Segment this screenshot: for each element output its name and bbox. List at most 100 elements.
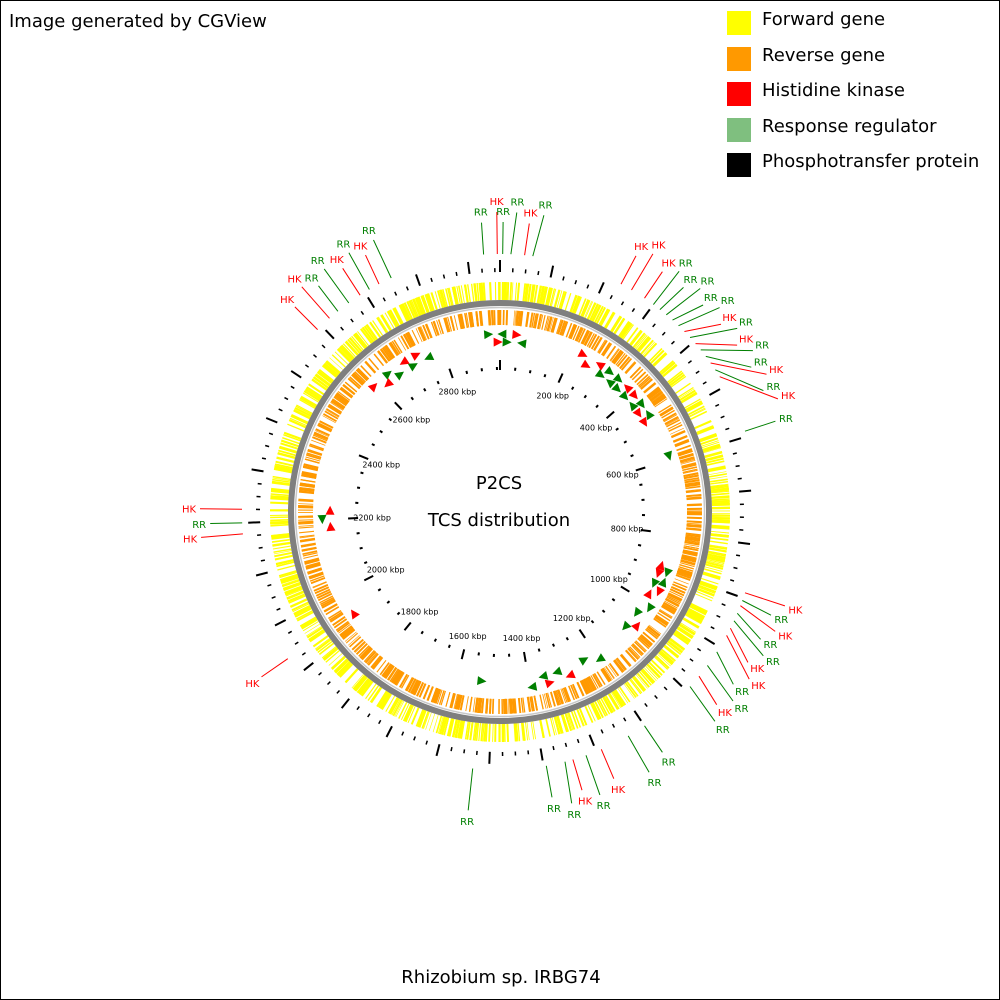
reverse-gene [609,348,619,361]
callout-line [678,307,720,327]
callout-line [742,600,772,616]
reverse-gene [603,667,613,680]
forward-gene [302,392,319,403]
forward-gene [664,644,680,657]
forward-gene [612,691,623,708]
forward-gene [696,427,715,435]
forward-gene [400,703,410,721]
reverse-gene [576,681,585,697]
tcs-gene-label: HK [578,797,593,808]
scale-tick [635,466,646,472]
outer-tick [735,464,740,468]
tcs-gene-label: RR [704,293,718,304]
forward-gene [509,282,512,301]
forward-gene [678,388,695,399]
callout-line [716,651,734,685]
reverse-gene [640,634,653,646]
reverse-gene [480,310,484,326]
reverse-gene [413,680,422,696]
forward-gene [705,563,724,570]
forward-gene [507,282,510,301]
forward-gene [617,688,629,704]
reverse-gene [602,343,613,357]
response-regulator-marker [664,567,673,578]
tcs-gene-label: HK [778,632,793,643]
forward-gene [684,398,701,409]
reverse-gene [416,682,425,697]
reverse-gene [587,676,596,691]
center-title: P2CS [476,473,522,494]
reverse-gene [507,698,510,714]
forward-gene [553,289,561,308]
response-regulator-marker [611,382,621,393]
forward-gene [675,382,691,394]
forward-gene [711,500,730,503]
reverse-gene [634,641,646,653]
forward-gene [324,362,339,376]
forward-gene [689,408,706,418]
forward-gene [394,307,404,324]
forward-gene [312,377,329,389]
reverse-gene [309,575,325,582]
outer-tick [725,427,730,431]
forward-gene [345,340,359,356]
reverse-gene [560,321,567,336]
forward-gene [587,302,596,320]
reverse-gene [403,333,413,348]
forward-gene [317,640,333,653]
reverse-gene [505,698,508,714]
reverse-gene [299,534,315,538]
forward-gene [618,686,631,703]
forward-gene [492,723,494,742]
reverse-gene [356,368,369,381]
forward-gene [706,460,725,466]
forward-gene [658,652,673,666]
forward-gene [584,300,593,318]
reverse-gene [456,694,462,710]
reverse-gene [331,398,346,409]
reverse-gene [432,688,440,704]
reverse-gene [680,559,696,564]
reverse-gene [317,592,333,602]
response-regulator-marker [606,379,616,389]
reverse-gene [485,698,488,714]
reverse-gene [681,555,697,560]
forward-gene [640,339,654,354]
forward-gene [708,471,727,476]
reverse-gene [676,444,691,451]
reverse-gene [557,689,565,705]
reverse-gene [648,388,662,400]
reverse-gene [477,697,482,713]
reverse-gene [547,316,553,332]
callout-line [744,420,776,432]
reverse-gene [320,596,335,606]
forward-gene [699,581,718,589]
forward-gene [591,702,602,720]
forward-gene [293,409,311,419]
reverse-gene [574,326,582,341]
reverse-gene [666,419,681,428]
reverse-gene [581,679,590,694]
forward-gene [706,560,724,566]
reverse-gene [353,372,365,384]
reverse-gene [686,494,702,497]
reverse-gene [628,647,640,659]
reverse-gene [616,354,628,368]
forward-gene [278,450,296,457]
reverse-gene [376,659,387,673]
reverse-gene [662,603,677,613]
forward-gene [427,293,435,311]
reverse-gene [313,431,329,440]
response-regulator-marker [635,398,645,409]
reverse-gene [649,390,663,402]
forward-gene [360,680,374,697]
forward-gene [711,517,730,520]
reverse-gene [568,685,575,701]
reverse-gene [588,675,598,690]
reverse-gene [305,562,321,569]
forward-gene [710,485,729,490]
reverse-gene [301,473,317,478]
reverse-gene [475,311,479,327]
scale-tick [371,443,376,447]
reverse-gene [685,537,701,541]
